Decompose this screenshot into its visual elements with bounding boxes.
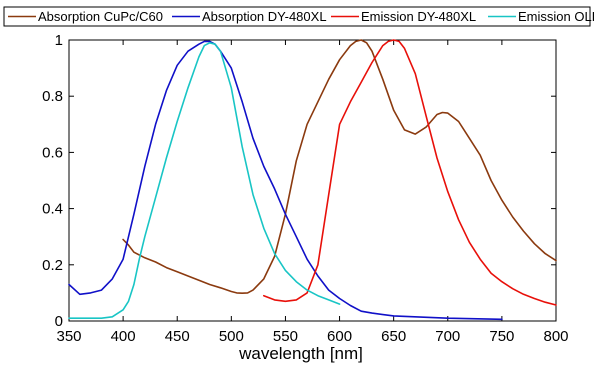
legend-label: Absorption DY-480XL — [202, 9, 327, 24]
x-tick-label: 350 — [56, 328, 81, 345]
x-tick-label: 750 — [489, 328, 514, 345]
x-tick-label: 500 — [219, 328, 244, 345]
y-axis: 0 0.2 0.4 0.6 0.8 1 — [42, 32, 556, 330]
series-lines — [68, 39, 557, 321]
x-tick-label: 450 — [165, 328, 190, 345]
x-axis-label: wavelength [nm] — [238, 344, 363, 363]
x-tick-label: 550 — [273, 328, 298, 345]
legend-items: Absorption CuPc/C60 Absorption DY-480XL Em… — [8, 9, 594, 24]
y-tick-label: 0.2 — [42, 257, 63, 274]
plot-area: 0 0.2 0.4 0.6 0.8 1 350 400 450 500 550 600 650 700 7… — [42, 32, 568, 345]
y-tick-label: 1 — [55, 32, 63, 49]
y-tick-label: 0.4 — [42, 201, 63, 218]
series-line-1 — [122, 39, 557, 294]
plot-frame — [68, 39, 557, 322]
x-tick-label: 600 — [327, 328, 352, 345]
y-tick-label: 0 — [55, 313, 63, 330]
series-line-3 — [263, 39, 557, 306]
legend-label: Absorption CuPc/C60 — [38, 9, 163, 24]
y-tick-label: 0.8 — [42, 88, 63, 105]
legend-box — [3, 6, 591, 27]
y-tick-label: 0.6 — [42, 144, 63, 161]
legend: Absorption CuPc/C60 Absorption DY-480XL Em… — [3, 6, 594, 27]
legend-label: Emission OLED — [518, 9, 594, 24]
x-tick-label: 800 — [543, 328, 568, 345]
series-line-2 — [68, 40, 503, 321]
legend-label: Emission DY-480XL — [361, 9, 476, 24]
x-tick-label: 700 — [435, 328, 460, 345]
x-axis: 350 400 450 500 550 600 650 700 750 800 — [56, 40, 569, 345]
series-line-4 — [68, 42, 341, 319]
x-tick-label: 650 — [381, 328, 406, 345]
x-tick-label: 400 — [111, 328, 136, 345]
